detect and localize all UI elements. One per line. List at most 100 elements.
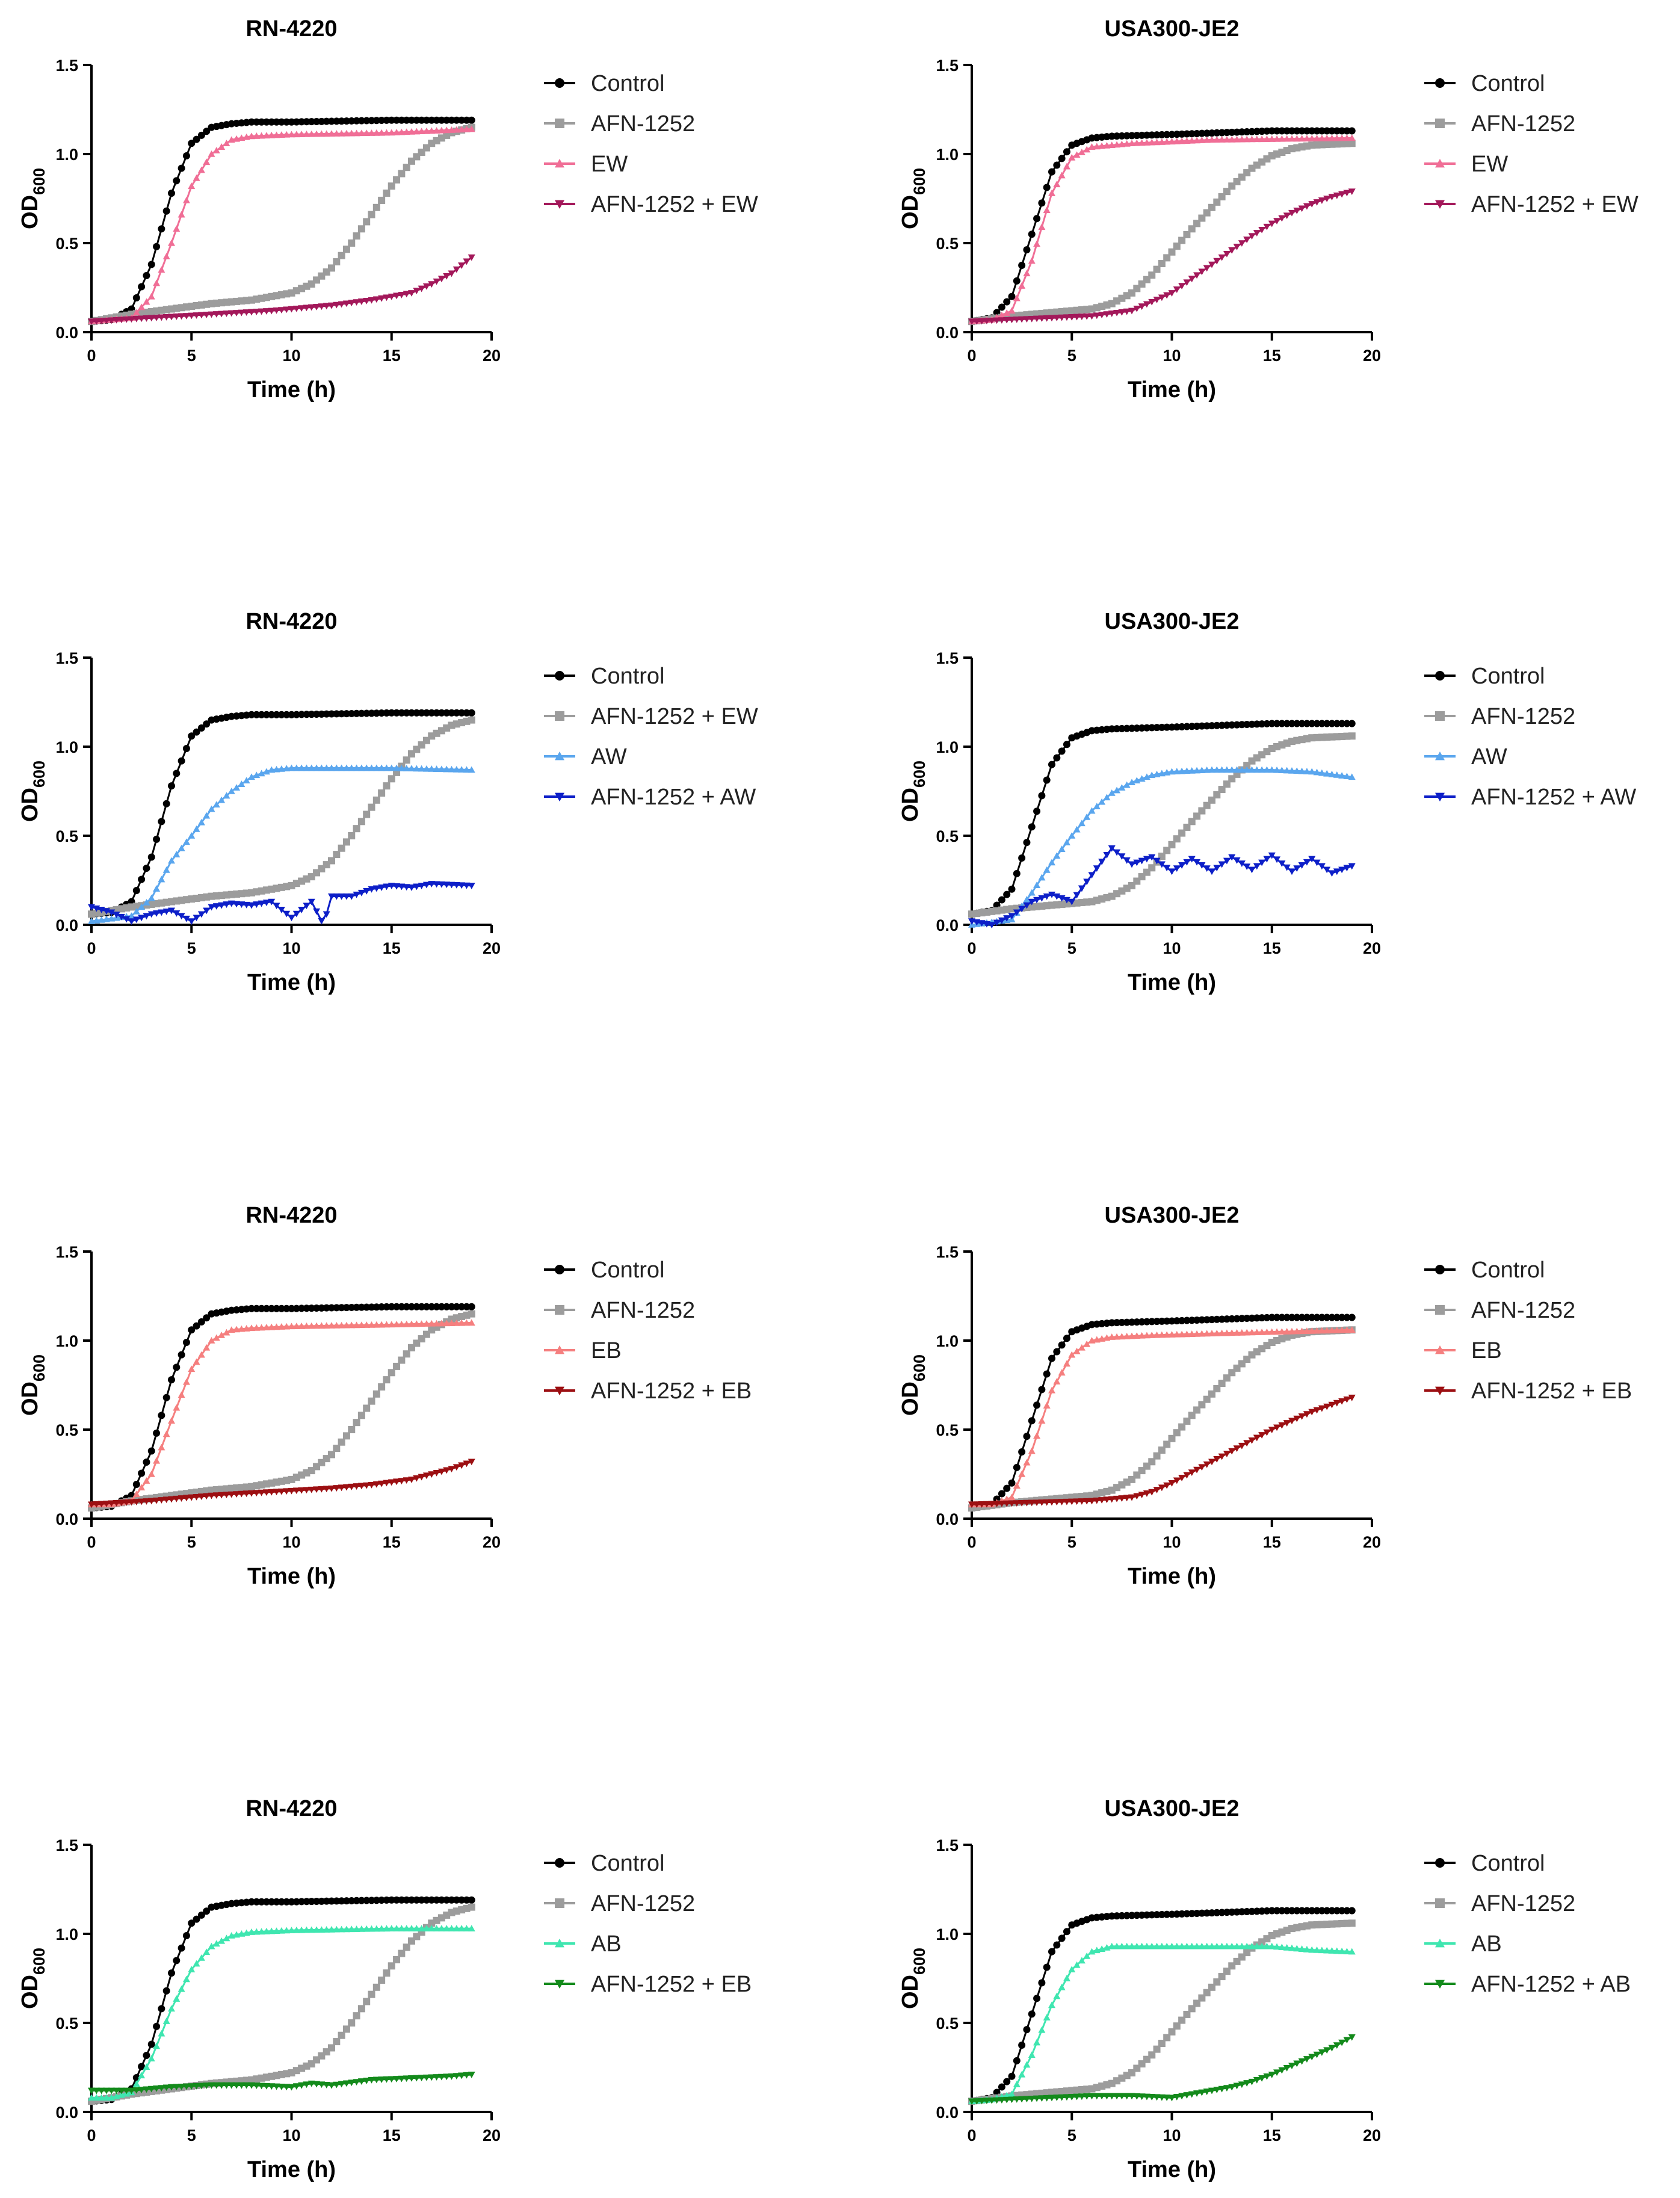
data-point — [342, 1321, 350, 1329]
data-point — [1123, 857, 1131, 864]
data-point — [203, 312, 211, 318]
data-point — [1093, 312, 1101, 320]
data-point — [1273, 1314, 1281, 1321]
legend-marker — [555, 671, 564, 681]
data-point — [248, 773, 255, 780]
data-point — [378, 2076, 386, 2083]
series-line — [91, 767, 472, 922]
data-point — [342, 300, 350, 307]
data-point — [1098, 303, 1106, 310]
data-point — [323, 130, 330, 137]
data-point — [388, 709, 395, 717]
data-point — [273, 307, 280, 314]
data-point — [328, 302, 335, 309]
data-point — [227, 788, 235, 794]
data-point — [178, 1351, 185, 1359]
data-point — [233, 2082, 241, 2089]
data-point — [223, 792, 230, 799]
data-point — [1213, 865, 1221, 872]
legend-label: EW — [1471, 152, 1508, 177]
data-point — [1148, 2051, 1156, 2059]
data-point — [353, 825, 360, 833]
data-point — [1123, 1495, 1131, 1502]
data-point — [458, 2072, 466, 2079]
data-point — [1153, 857, 1161, 865]
data-point — [1283, 1420, 1291, 1427]
data-point — [372, 1925, 380, 1932]
data-point — [277, 118, 285, 126]
data-point — [398, 1925, 406, 1931]
data-point — [1293, 1314, 1301, 1321]
data-point — [1338, 191, 1346, 198]
y-tick-label: 0.5 — [55, 235, 78, 253]
data-point — [1253, 230, 1261, 236]
data-point — [1318, 2049, 1326, 2056]
data-point — [1348, 1314, 1356, 1321]
data-point — [203, 720, 211, 728]
data-point — [1038, 199, 1046, 207]
data-point — [132, 316, 140, 323]
series-2 — [968, 134, 1356, 325]
x-tick-label: 10 — [282, 2126, 300, 2144]
data-point — [333, 258, 341, 266]
data-point — [452, 126, 460, 133]
data-point — [313, 304, 321, 310]
data-point — [1153, 1331, 1161, 1338]
data-point — [173, 770, 181, 777]
chart-title: USA300-JE2 — [1105, 1203, 1240, 1228]
data-point — [383, 883, 391, 891]
data-point — [468, 1903, 475, 1911]
data-point — [1283, 1943, 1291, 1951]
data-point — [1308, 1327, 1316, 1334]
data-point — [242, 2082, 250, 2089]
data-point — [283, 1304, 291, 1312]
data-point — [1243, 766, 1251, 773]
data-point — [353, 709, 360, 717]
data-point — [1208, 1459, 1215, 1466]
data-point — [388, 1896, 395, 1904]
series-line — [971, 1910, 1352, 2102]
y-axis-label: OD600 — [898, 761, 928, 822]
data-point — [147, 853, 155, 861]
data-point — [248, 1304, 255, 1312]
data-point — [277, 1927, 285, 1934]
data-point — [433, 1320, 440, 1327]
data-point — [1168, 1331, 1176, 1338]
y-axis-label-subscript: 600 — [30, 761, 48, 788]
data-point — [182, 1378, 190, 1385]
data-point — [463, 125, 471, 132]
data-point — [463, 882, 471, 889]
x-tick-label: 5 — [1067, 1533, 1076, 1551]
data-point — [233, 1326, 241, 1333]
data-point — [1288, 2063, 1296, 2070]
data-point — [1113, 141, 1121, 148]
data-point — [1043, 2095, 1051, 2102]
data-point — [383, 1376, 391, 1384]
data-point — [1028, 823, 1036, 831]
data-point — [158, 2085, 165, 2092]
data-point — [262, 1304, 270, 1312]
data-point — [357, 764, 365, 771]
data-point — [1003, 915, 1011, 922]
data-point — [1063, 2094, 1070, 2101]
data-point — [1048, 1354, 1055, 1362]
data-point — [1168, 290, 1176, 297]
data-point — [988, 922, 996, 928]
data-point — [258, 711, 265, 718]
data-point — [288, 764, 295, 771]
data-point — [398, 709, 406, 717]
data-point — [348, 1925, 356, 1933]
data-point — [383, 2076, 391, 2083]
data-point — [1118, 2093, 1126, 2100]
data-point — [218, 310, 226, 318]
data-point — [1148, 854, 1156, 861]
data-point — [1013, 1482, 1021, 1489]
data-point — [1233, 2082, 1241, 2090]
data-point — [292, 1323, 300, 1329]
data-point — [383, 294, 391, 301]
data-point — [1273, 127, 1281, 135]
data-point — [283, 1488, 291, 1495]
data-point — [158, 818, 165, 826]
data-point — [1348, 134, 1356, 141]
data-point — [348, 709, 356, 717]
